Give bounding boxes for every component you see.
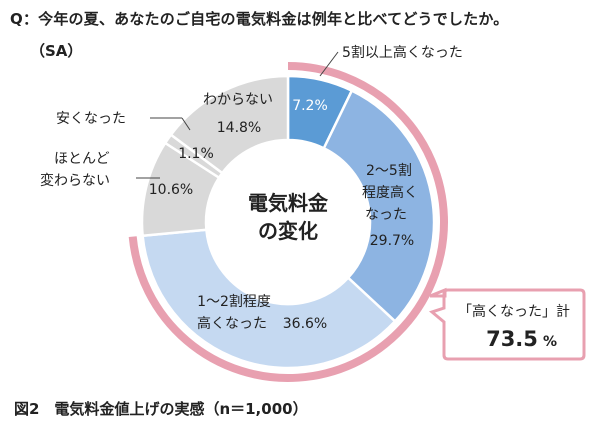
slice-name-label: 程度高く xyxy=(362,184,418,201)
slice-name-label: 安くなった xyxy=(56,111,126,127)
center-label: 電気料金 xyxy=(248,191,329,215)
highlight-arc xyxy=(128,62,448,382)
slice-name-label: ほとんど xyxy=(54,151,110,167)
slice-value-label: 29.7% xyxy=(370,233,414,249)
leader-line xyxy=(181,117,191,131)
highlight-label: 「高くなった」計 xyxy=(458,303,570,320)
slice-name-label: 高くなった xyxy=(197,315,267,332)
slice-name-label: わからない xyxy=(203,92,273,108)
slice-name-label: なった xyxy=(365,207,407,223)
highlight-unit: % xyxy=(543,334,557,350)
slice-name-label: 5割以上高くなった xyxy=(342,44,463,61)
slice-value-label: 10.6% xyxy=(149,182,193,198)
leader-line xyxy=(319,51,339,77)
slice-name-label: 変わらない xyxy=(40,172,110,189)
slice-value-label: 1.1% xyxy=(178,146,214,162)
slice-name-label: 2～5割 xyxy=(366,162,412,179)
slice-value-label: 7.2% xyxy=(292,98,328,114)
center-label: の変化 xyxy=(258,219,318,243)
highlight-value: 73.5 xyxy=(486,327,538,351)
slice-value-label: 14.8% xyxy=(217,120,261,136)
donut-slice xyxy=(169,74,290,175)
answer-type-label: （SA） xyxy=(30,42,83,60)
donut-slice xyxy=(322,89,436,324)
figure-caption: 図2 電気料金値上げの実感（n＝1,000） xyxy=(14,400,308,418)
slice-value-label: 36.6% xyxy=(283,316,327,332)
slice-name-label: 1～2割程度 xyxy=(197,293,271,310)
highlight-callout: 「高くなった」計 73.5 % xyxy=(428,287,586,361)
donut-slice xyxy=(141,228,397,370)
question-text: Q：今年の夏、あなたのご自宅の電気料金は例年と比べてどうでしたか。 xyxy=(10,10,509,28)
